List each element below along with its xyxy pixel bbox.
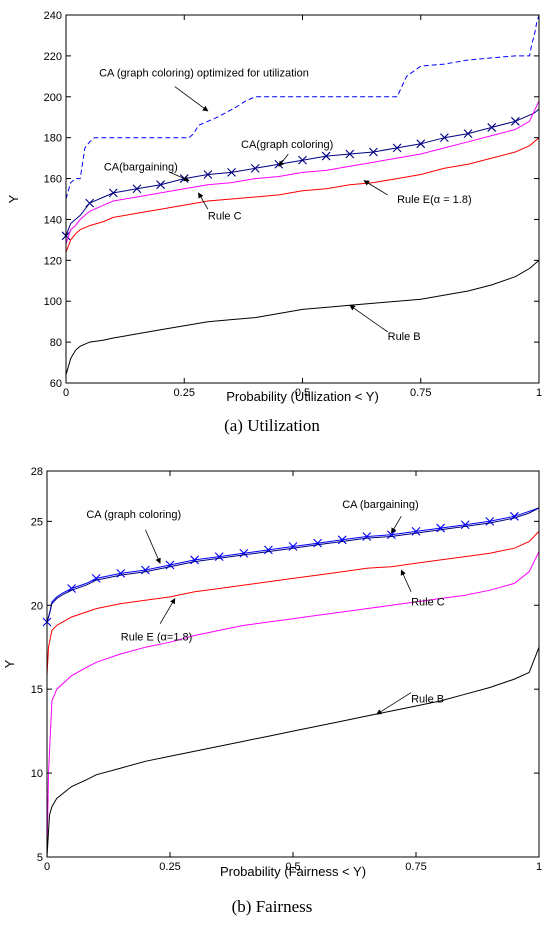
annotation-label: Rule C (411, 596, 445, 608)
annotation-arrow (376, 692, 412, 715)
annotation-label: CA (graph coloring) optimized for utiliz… (99, 67, 309, 79)
x-tick-label: 1 (536, 387, 542, 399)
data-point-graph_coloring (250, 163, 260, 173)
y-tick-label: 140 (44, 214, 62, 226)
series-line-graph_coloring (46, 507, 540, 623)
y-tick-label: 25 (31, 516, 43, 528)
annotation-label: CA(bargaining) (104, 161, 178, 173)
data-point-bargaining (288, 542, 298, 551)
series-line-bargaining (65, 100, 540, 245)
data-point-bargaining (362, 532, 372, 541)
annotation-arrow (198, 192, 209, 210)
annotation-arrow (349, 304, 388, 333)
y-axis-label: Y (6, 194, 21, 203)
y-tick-label: 10 (31, 768, 43, 780)
annotation-label: CA (graph coloring) (86, 509, 181, 521)
series-line-rule_e (46, 531, 540, 676)
y-tick-label: 28 (31, 466, 43, 478)
data-point-graph_coloring (463, 129, 473, 138)
x-tick-label: 0.5 (295, 387, 310, 399)
data-point-graph_coloring (510, 116, 520, 126)
annotation-label: Rule E(α = 1.8) (397, 194, 472, 206)
figure-caption: (b) Fairness (232, 897, 313, 916)
x-tick-label: 1 (536, 861, 542, 873)
annotation-label: Rule B (411, 694, 444, 706)
data-point-bargaining (485, 516, 495, 526)
y-tick-label: 120 (44, 255, 62, 267)
data-point-bargaining (436, 523, 445, 533)
data-point-bargaining (264, 545, 273, 555)
figure-caption: (a) Utilization (224, 416, 320, 435)
data-point-graph_coloring (345, 149, 355, 159)
data-point-graph_coloring (440, 133, 449, 143)
x-tick-label: 0.5 (285, 861, 300, 873)
annotation-arrow (174, 86, 209, 112)
data-point-graph_coloring (203, 170, 213, 179)
y-tick-label: 60 (50, 378, 62, 390)
data-point-bargaining (239, 548, 249, 558)
data-point-bargaining (411, 527, 421, 536)
data-point-bargaining (337, 535, 347, 545)
y-tick-label: 240 (44, 10, 62, 22)
series-line-rule_e (65, 137, 540, 253)
y-tick-label: 200 (44, 92, 62, 104)
y-tick-label: 100 (44, 296, 62, 308)
annotation-arrow (363, 180, 388, 196)
y-tick-label: 180 (44, 133, 62, 145)
data-point-graph_coloring (298, 155, 307, 165)
series-line-rule_c (46, 551, 540, 858)
annotation-label: Rule C (208, 210, 242, 222)
x-axis-label: Probability (Utilization < Y) (226, 389, 379, 404)
utilization-chart: 0 0.25 0.5 0.75 1608010012014016018020022024… (6, 10, 542, 435)
annotation-arrow (400, 569, 412, 592)
x-tick-label: 0.25 (159, 861, 180, 873)
y-tick-label: 5 (37, 852, 43, 864)
y-tick-label: 80 (50, 337, 62, 349)
x-tick-label: 0.75 (405, 861, 426, 873)
y-tick-label: 160 (44, 174, 62, 186)
x-tick-label: 0.75 (410, 387, 431, 399)
plot-frame (46, 470, 540, 858)
x-axis-label: Probability (Fairness < Y) (220, 864, 366, 879)
x-tick-label: 0.25 (174, 387, 195, 399)
data-point-graph_coloring (108, 188, 118, 198)
annotation-arrow (159, 598, 176, 624)
data-point-graph_coloring (156, 180, 165, 190)
annotation-arrow (278, 153, 289, 167)
data-point-bargaining (214, 552, 224, 561)
x-tick-label: 0 (44, 861, 50, 873)
series-line-optimized (65, 14, 540, 200)
data-point-graph_coloring (487, 123, 497, 132)
series-line-rule_b (65, 259, 540, 375)
y-tick-label: 15 (31, 684, 43, 696)
y-tick-label: 220 (44, 51, 62, 63)
annotation-arrow (145, 529, 161, 564)
data-point-bargaining (460, 520, 470, 530)
data-point-bargaining (141, 565, 150, 575)
y-tick-label: 20 (31, 600, 43, 612)
annotation-arrow (169, 172, 190, 182)
data-point-bargaining (510, 511, 519, 521)
series-line-rule_b (46, 647, 540, 858)
annotation-label: CA (bargaining) (342, 499, 418, 511)
annotation-arrow (391, 516, 402, 534)
data-point-graph_coloring (392, 143, 402, 153)
data-point-graph_coloring (132, 184, 142, 194)
data-point-graph_coloring (416, 139, 426, 149)
data-point-graph_coloring (227, 168, 236, 177)
data-point-graph_coloring (85, 198, 95, 208)
data-point-graph_coloring (369, 147, 378, 157)
annotation-label: CA(graph coloring) (241, 139, 333, 151)
data-point-graph_coloring (321, 151, 331, 161)
x-tick-label: 0 (63, 387, 69, 399)
annotation-label: Rule B (388, 331, 421, 343)
data-point-bargaining (165, 560, 175, 570)
annotation-label: Rule E (α=1.8) (121, 632, 192, 644)
data-point-bargaining (313, 538, 322, 548)
y-axis-label: Y (2, 659, 17, 668)
